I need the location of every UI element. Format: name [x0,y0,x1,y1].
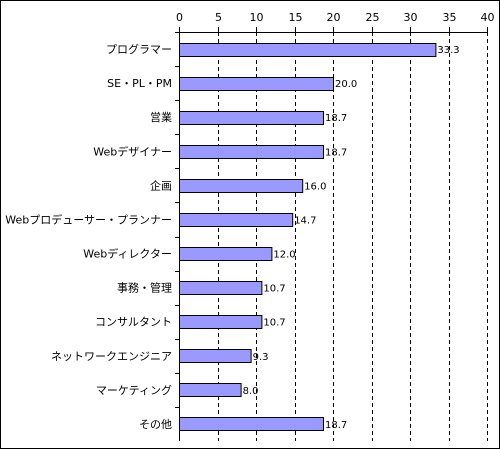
bar [179,349,252,363]
category-label: Webプロデューサー・プランナー [5,212,172,226]
category-label: Webデザイナー [93,144,172,158]
bar [179,417,324,431]
category-label: ネットワークエンジニア [51,350,172,363]
category-label: SE・PL・PM [107,77,172,90]
data-label: 9.3 [253,352,269,363]
category-label: プログラマー [106,42,172,56]
bar [179,383,242,397]
data-label: 33.3 [437,45,459,56]
x-tick-label: 40 [481,11,495,24]
bar [179,145,324,159]
data-label: 16.0 [304,181,326,192]
x-tick-label: 10 [250,11,264,24]
gridlines [218,32,488,441]
x-tick-label: 20 [327,11,341,24]
value-labels: 33.3 20.0 18.7 18.7 16.0 14.7 12.0 10.7 10.7 9.3 8… [243,45,460,431]
axes [175,32,488,441]
data-label: 20.0 [335,79,357,90]
category-label: Webディレクター [83,247,172,261]
x-tick-label: 5 [215,11,222,24]
data-label: 18.7 [325,113,347,124]
x-tick-label: 0 [176,11,183,24]
bar [179,315,263,329]
data-label: 18.7 [325,147,347,158]
bar [179,247,273,261]
category-label: 営業 [150,110,172,124]
data-label: 10.7 [263,318,285,329]
bar [179,281,263,295]
data-label: 18.7 [325,420,347,431]
category-label: その他 [139,418,172,431]
x-axis-ticks: 0 5 10 15 20 25 30 35 40 [176,11,495,32]
x-tick-label: 35 [443,11,457,24]
bars [179,43,437,431]
bar [179,77,334,91]
data-label: 8.0 [243,386,259,397]
category-label: 事務・管理 [117,281,172,295]
data-label: 10.7 [263,284,285,295]
data-label: 14.7 [294,215,316,226]
data-label: 12.0 [273,250,295,261]
bar [179,111,324,125]
x-tick-label: 15 [289,11,303,24]
category-label: マーケティング [96,383,172,397]
category-label: 企画 [150,178,172,192]
bar [179,213,294,227]
bar [179,43,437,57]
x-tick-label: 30 [404,11,418,24]
bar [179,179,304,193]
x-tick-label: 25 [366,11,380,24]
category-label: コンサルタント [95,316,172,329]
